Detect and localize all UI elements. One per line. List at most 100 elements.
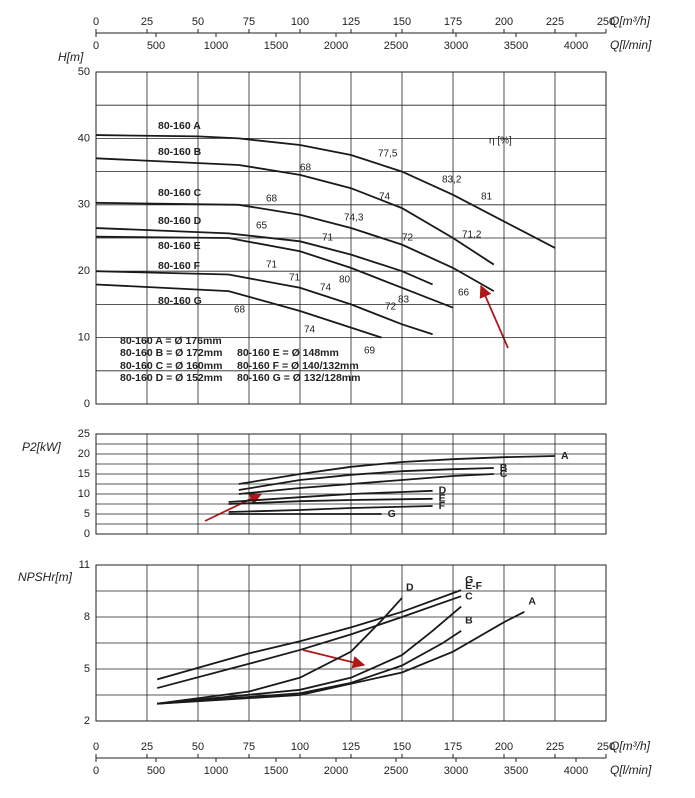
y-tick-label: 8 <box>84 611 90 623</box>
q-tick-label: 0 <box>93 741 99 753</box>
efficiency-label: 66 <box>458 288 470 299</box>
q-tick-label: 0 <box>93 16 99 28</box>
curve-label: B <box>500 462 508 474</box>
efficiency-label: 74 <box>379 192 391 203</box>
q-tick-label: 3500 <box>504 40 528 52</box>
diameter-legend: 80-160 A = Ø 176mm <box>120 335 222 347</box>
efficiency-label: 74 <box>304 325 316 336</box>
y-tick-label: 11 <box>79 559 90 571</box>
efficiency-label: 68 <box>266 194 278 205</box>
curve <box>157 597 403 705</box>
q-tick-label: 1000 <box>204 765 228 777</box>
q-tick-label: 50 <box>192 16 204 28</box>
efficiency-label: 68 <box>234 305 246 316</box>
curve <box>95 134 556 249</box>
y-tick-label: 0 <box>84 398 90 410</box>
curve <box>238 467 494 491</box>
q-tick-label: 2500 <box>384 765 408 777</box>
y-tick-label: 40 <box>78 132 90 144</box>
curve <box>95 201 495 292</box>
q-axis-label: Q[m³/h] <box>610 739 651 753</box>
curve <box>157 610 525 705</box>
q-tick-label: 0 <box>93 765 99 777</box>
efficiency-label: 74,3 <box>344 213 364 224</box>
efficiency-label: 72 <box>402 233 414 244</box>
efficiency-label: 77,5 <box>378 149 398 160</box>
arrow <box>302 649 366 669</box>
q-tick-label: 225 <box>546 741 564 753</box>
curve-label: G <box>388 508 396 520</box>
curve <box>156 589 462 681</box>
q-tick-label: 225 <box>546 16 564 28</box>
y-tick-label: 10 <box>78 332 90 344</box>
q-tick-label: 75 <box>243 741 255 753</box>
curve-label: E-F <box>465 580 483 592</box>
curve-label: C <box>500 468 508 480</box>
arrow <box>204 493 263 522</box>
diameter-legend: 80-160 E = Ø 148mm <box>237 347 339 359</box>
efficiency-label: 74 <box>320 283 332 294</box>
efficiency-label: 71 <box>266 260 278 271</box>
q-tick-label: 175 <box>444 741 462 753</box>
efficiency-label: 83 <box>398 295 410 306</box>
y-tick-label: 50 <box>78 66 90 78</box>
q-tick-label: 250 <box>597 741 615 753</box>
q-tick-label: 4000 <box>564 40 588 52</box>
q-tick-label: 100 <box>291 741 309 753</box>
curve-label: 80-160 D <box>158 215 202 227</box>
efficiency-label: 71 <box>322 233 334 244</box>
curve <box>238 473 494 495</box>
curve-label: E <box>439 493 446 505</box>
curve <box>228 489 433 503</box>
efficiency-label: 71,2 <box>462 230 482 241</box>
curve <box>95 283 382 339</box>
q-tick-label: 50 <box>192 741 204 753</box>
curve-label: 80-160 E <box>158 240 201 252</box>
diameter-legend: 80-160 D = Ø 152mm <box>120 372 222 384</box>
q-axis-label: Q[m³/h] <box>610 14 651 28</box>
curve-label: 80-160 B <box>158 146 202 158</box>
q-tick-label: 100 <box>291 16 309 28</box>
diameter-legend: 80-160 G = Ø 132/128mm <box>237 372 360 384</box>
q-axis-label: Q[l/min] <box>610 38 652 52</box>
q-tick-label: 150 <box>393 16 411 28</box>
q-tick-label: 3000 <box>444 40 468 52</box>
q-tick-label: 3000 <box>444 765 468 777</box>
curve <box>238 455 556 485</box>
curve-label: 80-160 G <box>158 295 202 307</box>
efficiency-label: 69 <box>364 346 376 357</box>
efficiency-label: 83,2 <box>442 175 462 186</box>
curve <box>157 605 462 705</box>
curve-label: 80-160 F <box>158 260 201 272</box>
q-tick-label: 2500 <box>384 40 408 52</box>
curve-label: A <box>561 450 569 462</box>
q-tick-label: 75 <box>243 16 255 28</box>
curve <box>157 630 462 705</box>
diameter-legend: 80-160 F = Ø 140/132mm <box>237 360 359 372</box>
efficiency-label: 71 <box>289 273 301 284</box>
y-tick-label: 20 <box>78 265 90 277</box>
y-tick-label: 10 <box>78 488 90 500</box>
q-tick-label: 150 <box>393 741 411 753</box>
y-tick-label: 5 <box>84 508 90 520</box>
q-tick-label: 500 <box>147 40 165 52</box>
q-tick-label: 25 <box>141 16 153 28</box>
q-axis-label: Q[l/min] <box>610 763 652 777</box>
curve-label: G <box>465 574 473 586</box>
q-tick-label: 3500 <box>504 765 528 777</box>
curve <box>95 227 433 286</box>
q-tick-label: 250 <box>597 16 615 28</box>
y-tick-label: 30 <box>78 199 90 211</box>
q-tick-label: 200 <box>495 16 513 28</box>
y-tick-label: 0 <box>84 528 90 540</box>
q-tick-label: 125 <box>342 741 360 753</box>
y-tick-label: 5 <box>84 663 90 675</box>
curve <box>228 497 433 505</box>
y-tick-label: 20 <box>78 448 90 460</box>
y-tick-label: 2 <box>84 715 90 727</box>
curve-label: A <box>528 596 536 608</box>
curve-label: D <box>406 582 414 594</box>
curve <box>156 595 462 689</box>
curve-label: 80-160 A <box>158 120 201 132</box>
